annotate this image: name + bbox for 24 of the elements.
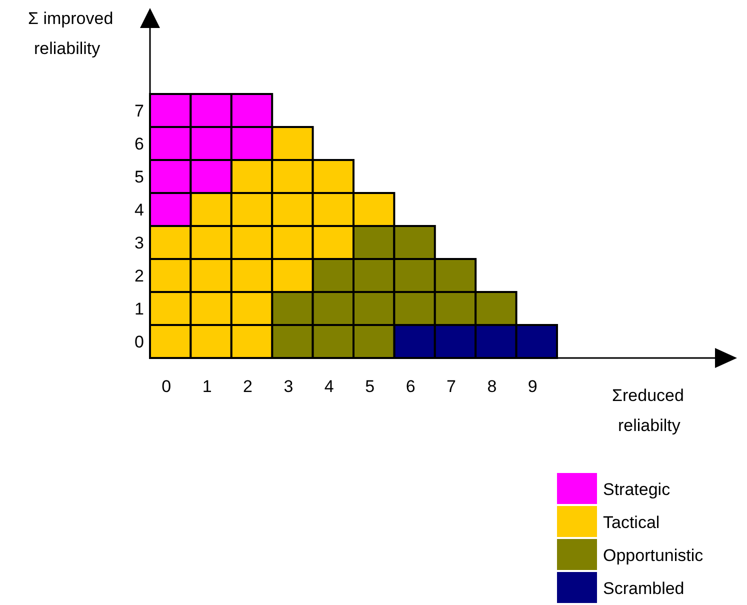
legend-label: Strategic: [603, 480, 671, 499]
x-tick-label: 9: [528, 377, 538, 396]
y-axis-title: Σ improved reliability: [28, 9, 114, 58]
y-tick-label: 7: [134, 102, 144, 120]
x-tick-label: 8: [487, 377, 497, 396]
x-tick-label: 1: [202, 377, 212, 396]
y-tick-label: 6: [134, 134, 144, 154]
x-tick-label: 4: [324, 377, 334, 396]
y-tick-label: 1: [134, 300, 144, 318]
y-tick-label: 5: [134, 168, 144, 186]
x-tick-label: 6: [406, 377, 416, 396]
y-tick-label: 4: [134, 200, 144, 220]
legend-label: Tactical: [603, 513, 660, 532]
x-tick-label: 2: [243, 377, 252, 396]
y-tick-label: 0: [134, 332, 144, 352]
legend-label: Opportunistic: [603, 546, 704, 565]
x-tick-label: 0: [162, 377, 172, 396]
x-axis-title: Σreduced reliabilty: [612, 386, 684, 435]
x-tick-label: 5: [365, 377, 375, 396]
legend-label: Scrambled: [603, 579, 684, 598]
x-tick-label: 7: [446, 377, 456, 396]
y-tick-label: 2: [134, 266, 144, 286]
y-tick-label: 3: [134, 234, 144, 252]
x-tick-label: 3: [284, 377, 294, 396]
